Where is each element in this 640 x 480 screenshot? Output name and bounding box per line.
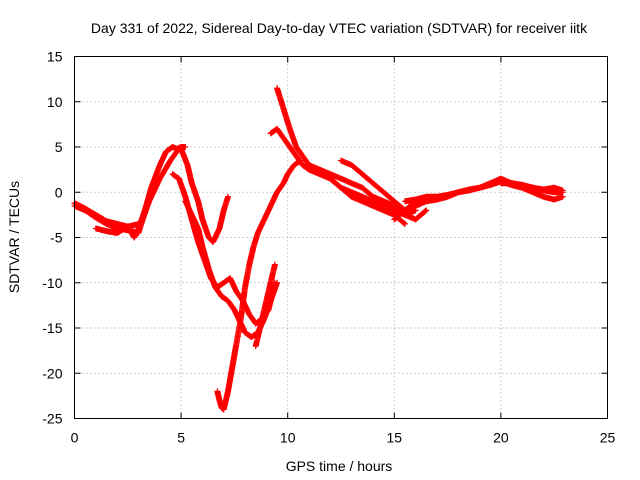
x-tick-label: 20	[493, 430, 509, 446]
y-tick-label: -20	[42, 365, 62, 381]
series-track-4	[178, 145, 232, 246]
grid	[74, 56, 608, 419]
y-tick-label: -25	[42, 411, 62, 427]
x-tick-label: 5	[177, 430, 185, 446]
series-track-8	[252, 261, 278, 350]
x-axis-label: GPS time / hours	[286, 458, 393, 474]
series-track-5	[169, 171, 278, 327]
chart-title: Day 331 of 2022, Sidereal Day-to-day VTE…	[91, 20, 588, 36]
data-point-markers	[178, 145, 232, 246]
x-tick-label: 10	[280, 430, 296, 446]
data-point-markers	[92, 220, 142, 236]
y-tick-label: -10	[42, 275, 62, 291]
data-series	[71, 85, 566, 413]
y-tick-label: 10	[47, 94, 63, 110]
series-track-7	[214, 157, 304, 413]
data-point-markers	[252, 261, 278, 350]
y-tick-label: -15	[42, 320, 62, 336]
axis-ticks: 0 5 10 15 20 25 -25 -20 -15 -10 -5 0 5 10 15	[42, 49, 615, 446]
series-track-15	[497, 180, 566, 194]
x-tick-label: 25	[600, 430, 616, 446]
data-point-markers	[169, 171, 278, 327]
y-tick-label: -5	[50, 230, 63, 246]
y-tick-label: 0	[55, 184, 63, 200]
y-axis-label: SDTVAR / TECUs	[6, 181, 22, 293]
y-tick-label: 5	[55, 139, 63, 155]
series-track-3	[92, 220, 142, 236]
series-track-10	[274, 85, 430, 223]
x-tick-label: 15	[387, 430, 403, 446]
data-point-markers	[214, 157, 304, 413]
plot-frame	[74, 56, 608, 419]
x-tick-label: 0	[71, 430, 79, 446]
data-point-markers	[497, 180, 566, 194]
data-point-markers	[274, 85, 430, 223]
y-tick-label: 15	[47, 49, 63, 65]
